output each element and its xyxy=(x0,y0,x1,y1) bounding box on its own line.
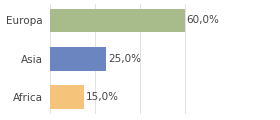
Text: 60,0%: 60,0% xyxy=(186,15,220,25)
Text: 25,0%: 25,0% xyxy=(108,54,141,64)
Bar xyxy=(50,9,185,32)
Text: 15,0%: 15,0% xyxy=(86,92,119,102)
Bar xyxy=(50,85,84,109)
Bar xyxy=(50,47,106,71)
